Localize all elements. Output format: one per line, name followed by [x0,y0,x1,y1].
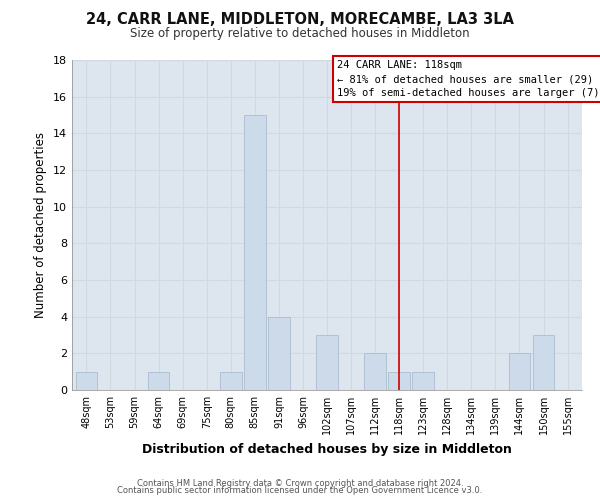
Text: 24, CARR LANE, MIDDLETON, MORECAMBE, LA3 3LA: 24, CARR LANE, MIDDLETON, MORECAMBE, LA3… [86,12,514,28]
Bar [268,316,290,390]
Bar [533,335,554,390]
Bar [412,372,434,390]
Bar [388,372,410,390]
Bar [76,372,97,390]
Bar [364,354,386,390]
Text: Contains HM Land Registry data © Crown copyright and database right 2024.: Contains HM Land Registry data © Crown c… [137,478,463,488]
X-axis label: Distribution of detached houses by size in Middleton: Distribution of detached houses by size … [142,442,512,456]
Text: Size of property relative to detached houses in Middleton: Size of property relative to detached ho… [130,28,470,40]
Bar [148,372,169,390]
Text: 24 CARR LANE: 118sqm
← 81% of detached houses are smaller (29)
19% of semi-detac: 24 CARR LANE: 118sqm ← 81% of detached h… [337,60,600,98]
Bar [509,354,530,390]
Bar [220,372,242,390]
Y-axis label: Number of detached properties: Number of detached properties [34,132,47,318]
Bar [244,115,266,390]
Bar [316,335,338,390]
Text: Contains public sector information licensed under the Open Government Licence v3: Contains public sector information licen… [118,486,482,495]
